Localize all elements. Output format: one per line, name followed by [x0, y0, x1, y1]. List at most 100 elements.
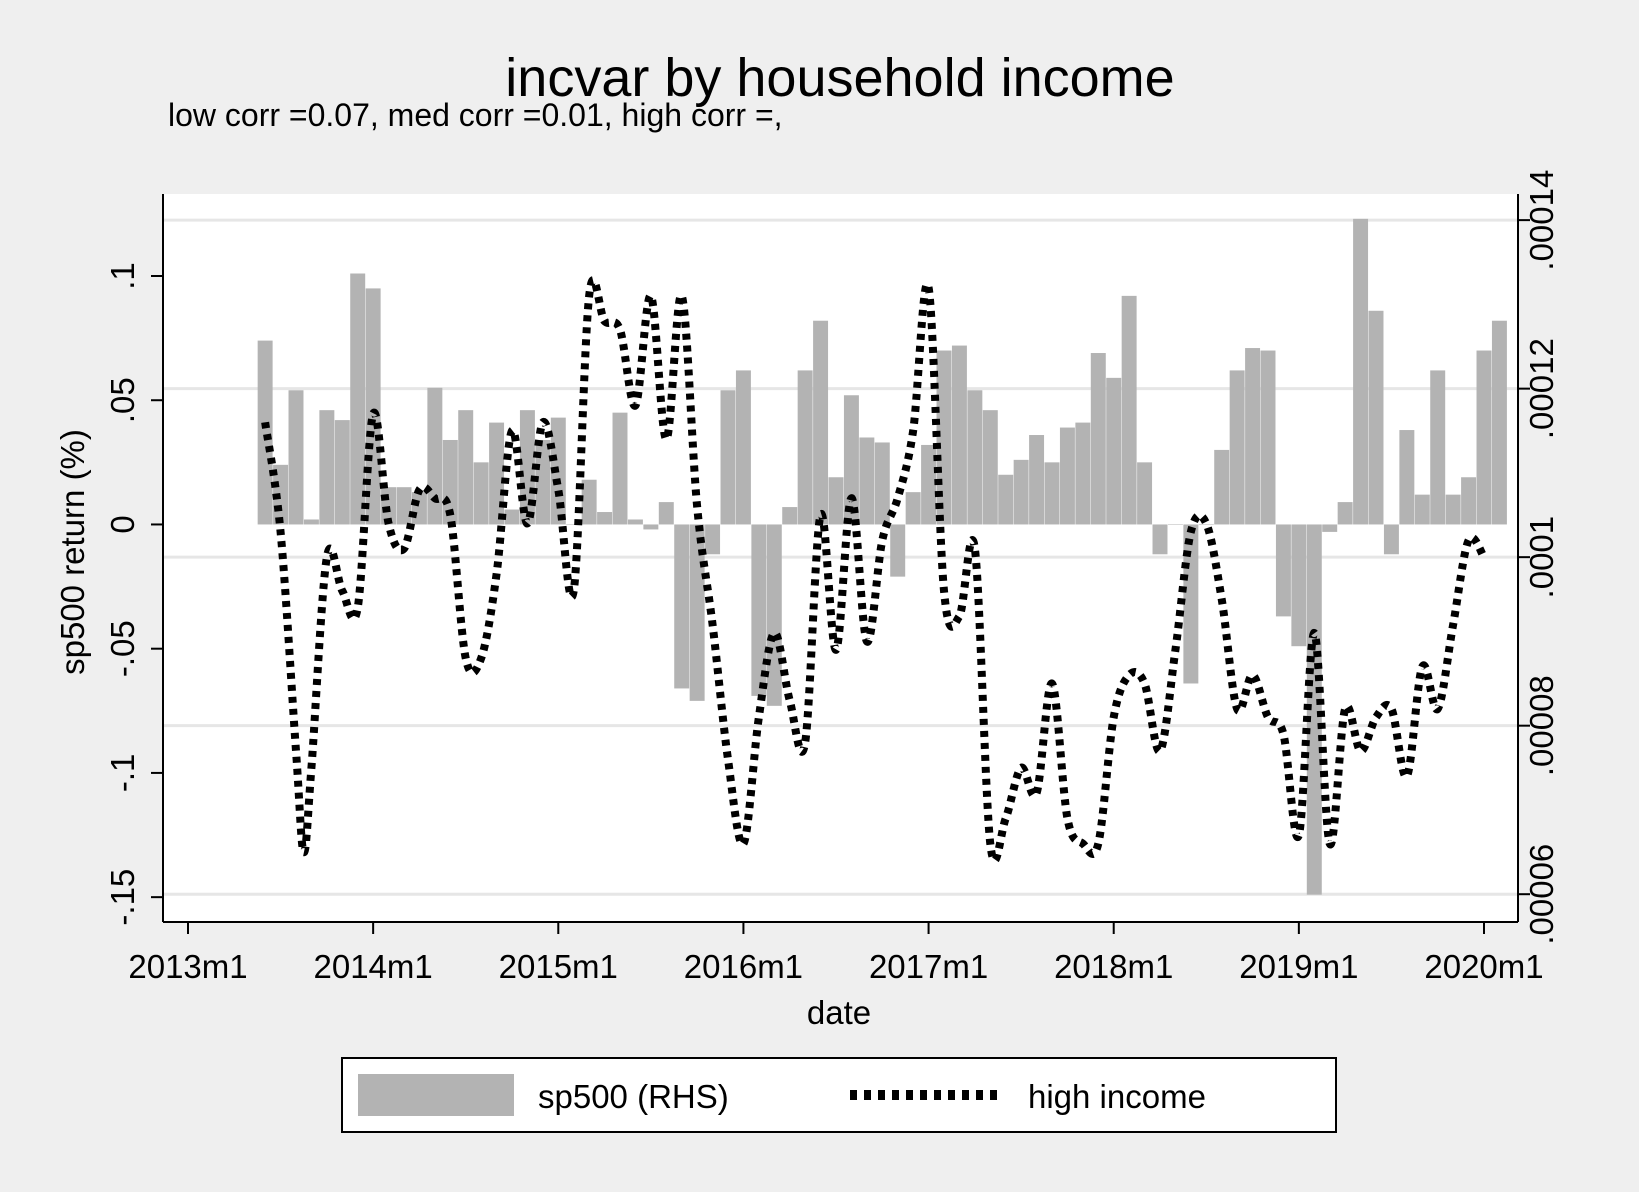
bar-sp500 [473, 462, 489, 525]
bar-sp500 [612, 412, 628, 525]
line-path-high-income [261, 276, 1488, 865]
bar-sp500 [1260, 350, 1276, 525]
bar-sp500 [705, 524, 721, 555]
x-axis-label: date [807, 994, 871, 1031]
bar-sp500 [1075, 422, 1091, 525]
bar-sp500 [1152, 524, 1168, 555]
y-right-tick-label: .0001 [1523, 516, 1560, 599]
bar-sp500 [365, 288, 381, 525]
bar-sp500 [1013, 459, 1029, 525]
bar-sp500 [1090, 353, 1106, 525]
bar-sp500 [967, 390, 983, 525]
bar-sp500 [1445, 494, 1461, 525]
bar-sp500 [1029, 435, 1045, 525]
x-tick-label: 2019m1 [1239, 948, 1358, 985]
bar-sp500 [859, 437, 875, 525]
bar-sp500 [1430, 370, 1446, 525]
bar-sp500 [951, 345, 967, 525]
x-tick-label: 2013m1 [128, 948, 247, 985]
bar-sp500 [1337, 502, 1353, 525]
bar-sp500 [1368, 310, 1384, 525]
bar-sp500 [766, 524, 782, 706]
bars-sp500 [257, 218, 1507, 895]
bar-sp500 [874, 442, 890, 525]
bar-sp500 [1291, 524, 1307, 647]
bar-sp500 [535, 439, 551, 525]
y-left-tick-label: -.15 [104, 869, 141, 926]
bar-sp500 [1137, 462, 1153, 525]
legend-label-high-income: high income [1028, 1078, 1206, 1115]
bar-sp500 [890, 524, 906, 577]
y-left-tick-label: -.1 [104, 754, 141, 793]
legend: sp500 (RHS) high income [341, 1057, 1337, 1133]
bar-sp500 [998, 474, 1014, 525]
bar-sp500 [350, 273, 366, 525]
bar-sp500 [1229, 370, 1245, 525]
bar-sp500 [1306, 524, 1322, 895]
bar-sp500 [504, 509, 520, 525]
y-left-tick-label: .1 [104, 262, 141, 290]
bar-sp500 [921, 444, 937, 525]
bar-sp500 [797, 370, 813, 525]
y-left-tick-label: -.05 [104, 620, 141, 677]
bar-sp500 [751, 524, 767, 696]
bar-sp500 [1121, 295, 1137, 525]
chart-subtitle: low corr =0.07, med corr =0.01, high cor… [168, 97, 783, 133]
bar-sp500 [1383, 524, 1399, 555]
bar-sp500 [1106, 377, 1122, 525]
bar-sp500 [1198, 524, 1214, 525]
bar-sp500 [1414, 494, 1430, 525]
bar-sp500 [828, 477, 844, 525]
bar-sp500 [674, 524, 690, 689]
x-tick-label: 2017m1 [869, 948, 988, 985]
y-right-tick-label: .00008 [1523, 675, 1560, 776]
bar-sp500 [720, 390, 736, 525]
axes: -.15 -.1 -.05 0 .05 .1 .00006 .00008 .0001 .00012… [104, 170, 1560, 985]
y-right-tick-label: .00014 [1523, 170, 1560, 271]
bar-sp500 [319, 410, 335, 525]
chart-title: incvar by household income [505, 48, 1174, 108]
bar-sp500 [489, 422, 505, 525]
bar-sp500 [627, 519, 643, 525]
bar-sp500 [735, 370, 751, 525]
x-tick-label: 2014m1 [314, 948, 433, 985]
bar-sp500 [1214, 449, 1230, 525]
bar-sp500 [597, 512, 613, 525]
bar-sp500 [458, 410, 474, 525]
x-tick-label: 2018m1 [1054, 948, 1173, 985]
bar-sp500 [1044, 462, 1060, 525]
line-high-income [261, 276, 1488, 865]
bar-sp500 [813, 320, 829, 525]
bar-sp500 [843, 395, 859, 525]
bar-sp500 [1059, 427, 1075, 525]
bar-sp500 [411, 492, 427, 525]
bar-sp500 [257, 340, 273, 525]
bar-sp500 [581, 479, 597, 525]
bar-sp500 [1476, 350, 1492, 525]
bar-sp500 [427, 387, 443, 525]
bar-sp500 [1461, 477, 1477, 525]
x-tick-label: 2016m1 [684, 948, 803, 985]
x-tick-label: 2015m1 [499, 948, 618, 985]
bar-sp500 [982, 410, 998, 525]
x-tick-label: 2020m1 [1424, 948, 1543, 985]
bar-sp500 [1167, 524, 1183, 525]
y-axis-left-label: sp500 return (%) [54, 429, 91, 675]
bar-sp500 [782, 507, 798, 525]
y-left-tick-label: 0 [104, 515, 141, 533]
bar-sp500 [1275, 524, 1291, 617]
bar-sp500 [334, 420, 350, 525]
y-left-tick-label: .05 [104, 377, 141, 423]
y-right-tick-label: .00006 [1523, 844, 1560, 945]
bar-sp500 [396, 487, 412, 525]
y-right-tick-label: .00012 [1523, 338, 1560, 439]
bar-sp500 [1245, 348, 1261, 525]
bar-sp500 [643, 524, 659, 530]
bar-sp500 [1399, 430, 1415, 525]
legend-label-sp500: sp500 (RHS) [538, 1078, 729, 1115]
bar-sp500 [1491, 320, 1507, 525]
legend-swatch-sp500 [358, 1074, 514, 1116]
bar-sp500 [566, 524, 582, 525]
